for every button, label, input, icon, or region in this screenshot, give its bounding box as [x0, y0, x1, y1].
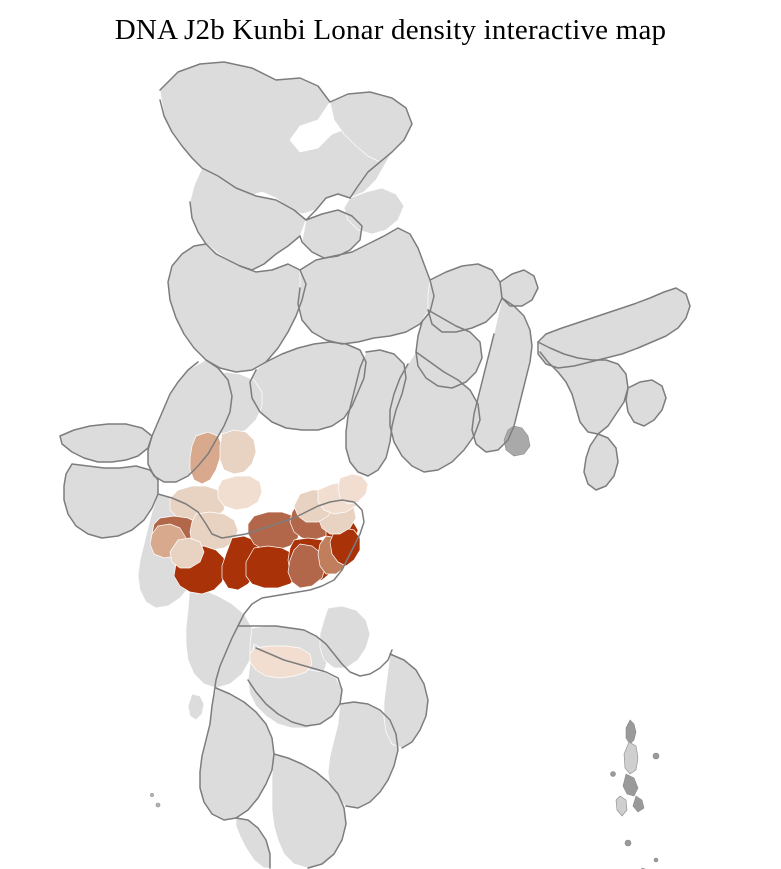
map-base-layer — [59, 61, 691, 869]
andaman-island[interactable] — [623, 741, 639, 775]
district-region-highlighted[interactable] — [329, 527, 361, 567]
andaman-islet[interactable] — [610, 771, 616, 777]
andaman-island[interactable] — [622, 773, 639, 797]
page-title: DNA J2b Kunbi Lonar density interactive … — [114, 14, 667, 46]
lakshadweep-islet[interactable] — [155, 802, 161, 808]
india-district-choropleth[interactable] — [0, 48, 781, 869]
district-region[interactable] — [187, 693, 205, 721]
district-region-highlighted[interactable] — [169, 537, 205, 569]
district-region-highlighted[interactable] — [219, 429, 257, 475]
district-region-highlighted[interactable] — [249, 645, 313, 679]
district-region-highlighted[interactable] — [245, 545, 301, 589]
nicobar-islet[interactable] — [624, 839, 632, 847]
district-region[interactable] — [235, 817, 271, 869]
lakshadweep-islet[interactable] — [150, 793, 154, 797]
islands-layer — [150, 719, 660, 869]
highlighted-districts-layer[interactable] — [149, 429, 369, 679]
nicobar-islet[interactable] — [653, 857, 659, 863]
district-region-highlighted[interactable] — [217, 475, 263, 511]
state-borders-layer — [59, 61, 691, 869]
andaman-island[interactable] — [625, 719, 637, 745]
andaman-island[interactable] — [632, 795, 645, 813]
district-region[interactable] — [185, 585, 255, 689]
district-region-highlighted[interactable] — [337, 473, 369, 505]
andaman-islet[interactable] — [652, 752, 660, 760]
district-region-highlighted[interactable] — [189, 511, 239, 551]
district-region[interactable] — [383, 653, 429, 749]
district-region[interactable] — [319, 605, 371, 669]
district-region[interactable] — [583, 433, 619, 491]
district-region-highlighted[interactable] — [189, 431, 223, 485]
map-canvas[interactable] — [0, 48, 781, 869]
nicobar-island[interactable] — [615, 795, 628, 817]
